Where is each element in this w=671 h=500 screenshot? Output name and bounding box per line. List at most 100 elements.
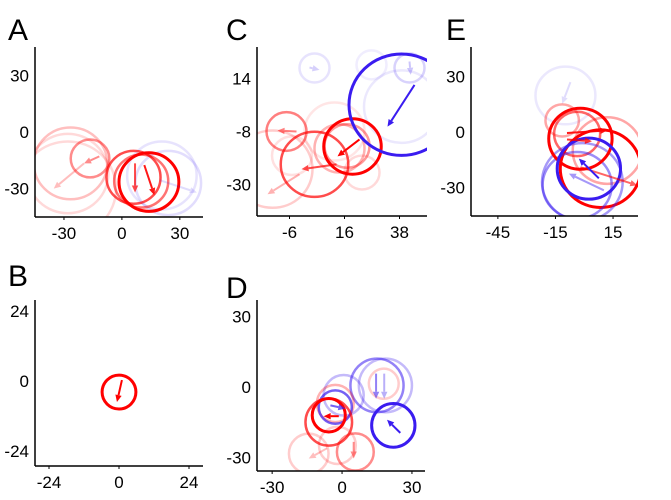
arrow-mark [337, 138, 361, 157]
arrow-mark [561, 81, 572, 104]
circle-mark [35, 132, 110, 215]
arrow-mark [350, 441, 357, 459]
circle-mark [541, 150, 613, 216]
arrow-mark [143, 164, 156, 196]
circle-mark [69, 138, 111, 179]
circle-mark [287, 432, 330, 471]
panel-c-plot-area [257, 49, 427, 210]
arrow-mark [580, 166, 638, 187]
circle-mark [552, 110, 602, 158]
arrow-mark [309, 65, 320, 72]
x-tick-label: -6 [282, 223, 297, 242]
circle-mark [270, 135, 314, 177]
circle-mark [544, 103, 581, 138]
y-tick-label: -30 [440, 179, 465, 198]
circle-mark [571, 116, 638, 186]
x-tick-label: 15 [604, 223, 623, 242]
panel-label: D [226, 272, 248, 305]
circle-mark [317, 389, 354, 425]
panel-d-plot-area [287, 357, 417, 471]
arrow-mark [115, 379, 123, 402]
y-tick-label: 24 [10, 302, 29, 321]
y-tick-label: 30 [232, 307, 251, 326]
panel-a-plot-area [35, 126, 203, 217]
x-tick-label: -15 [543, 223, 568, 242]
panel-label: A [8, 14, 28, 47]
circle-mark [355, 49, 388, 81]
circle-mark [367, 367, 400, 401]
arrow-mark [566, 127, 608, 135]
arrow-mark [131, 163, 139, 193]
arrow-mark [267, 173, 301, 195]
y-tick-label: 0 [242, 378, 251, 397]
y-tick-label: -30 [4, 180, 29, 199]
circle-mark [540, 141, 624, 216]
arrow-mark [578, 158, 600, 179]
panel-d: -30 0 30 30 0 -30 D [226, 272, 425, 497]
panel-label: C [226, 14, 248, 47]
x-tick-label: 0 [117, 224, 126, 243]
arrow-mark [568, 173, 605, 192]
arrow-mark [277, 127, 297, 135]
panel-label: B [8, 260, 28, 293]
arrow-mark [330, 404, 346, 411]
arrow-mark [84, 155, 100, 164]
arrow-mark [387, 419, 402, 434]
y-tick-label: -30 [226, 449, 251, 468]
panel-c: -6 16 38 14 -8 -30 C [226, 14, 427, 242]
x-tick-label: 30 [402, 478, 421, 497]
arrow-mark [566, 137, 592, 144]
y-tick-label: 14 [232, 69, 251, 88]
circle-mark [257, 129, 314, 210]
arrow-mark [53, 162, 85, 189]
x-tick-label: 30 [170, 224, 189, 243]
x-tick-label: -30 [52, 224, 77, 243]
y-tick-label: 30 [10, 66, 29, 85]
arrow-mark [372, 373, 380, 399]
x-tick-label: -45 [486, 223, 511, 242]
circle-mark [117, 151, 181, 213]
x-tick-label: 0 [114, 473, 123, 492]
circle-mark [555, 136, 623, 201]
arrow-mark [381, 373, 388, 399]
arrow-mark [308, 447, 328, 459]
arrow-mark [301, 163, 337, 172]
panel-b: -24 0 24 24 0 -24 B [4, 260, 203, 492]
y-tick-label: 0 [456, 123, 465, 142]
y-tick-label: 30 [446, 68, 465, 87]
circle-mark [362, 69, 427, 145]
circle-mark [35, 140, 118, 217]
y-tick-label: 0 [20, 372, 29, 391]
circle-mark [317, 425, 358, 466]
x-tick-label: -24 [37, 473, 62, 492]
x-tick-label: -30 [260, 478, 285, 497]
y-tick-label: -8 [236, 123, 251, 142]
circle-mark [303, 101, 366, 162]
circle-mark [370, 401, 417, 449]
arrow-mark [406, 61, 414, 75]
x-tick-label: 0 [337, 478, 346, 497]
panel-b-plot-area [100, 373, 138, 411]
x-tick-label: 38 [390, 223, 409, 242]
circle-mark [105, 149, 162, 206]
circle-mark [534, 65, 597, 126]
y-tick-label: -24 [4, 442, 29, 461]
arrow-mark [387, 84, 416, 127]
circle-mark [322, 117, 383, 176]
circle-mark [310, 397, 347, 434]
circle-mark [347, 52, 427, 157]
arrow-mark [323, 412, 339, 420]
circle-mark [100, 373, 138, 411]
circle-mark [35, 126, 109, 201]
x-tick-label: 16 [335, 223, 354, 242]
y-tick-label: -30 [226, 176, 251, 195]
x-tick-label: 24 [180, 473, 199, 492]
panel-e: -45 -15 15 30 0 -30 E [440, 14, 638, 242]
y-tick-label: 0 [20, 123, 29, 142]
circle-mark [298, 52, 331, 84]
arrow-mark [159, 179, 197, 194]
panel-label: E [446, 14, 466, 47]
circle-mark [547, 106, 614, 171]
panel-a: -30 0 30 30 0 -30 A [4, 14, 203, 243]
